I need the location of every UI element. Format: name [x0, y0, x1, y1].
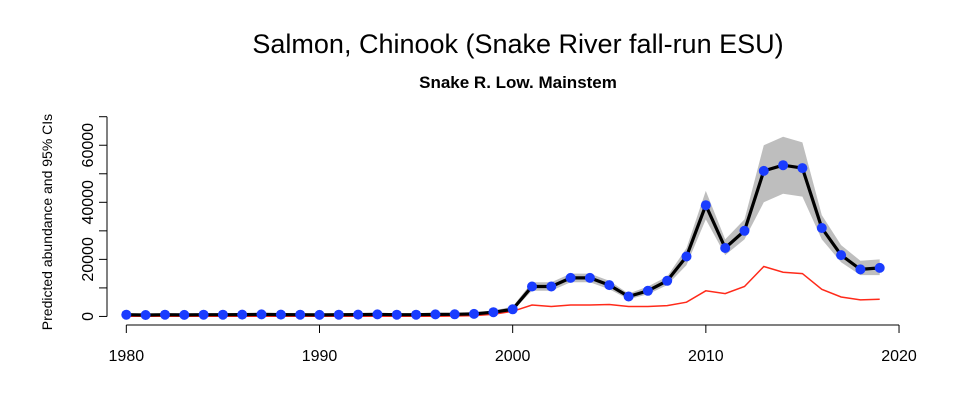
data-point [256, 309, 267, 320]
x-tick-label: 2020 [881, 348, 917, 365]
data-point [739, 225, 750, 236]
data-point [507, 304, 518, 315]
data-point [488, 307, 499, 318]
plot-area [121, 136, 885, 320]
estimate-line-series [126, 163, 880, 317]
data-point [565, 272, 576, 283]
data-point [333, 309, 344, 320]
data-point [642, 285, 653, 296]
data-point [179, 309, 190, 320]
data-point [237, 309, 248, 320]
data-point [604, 280, 615, 291]
data-point [449, 309, 460, 320]
data-point [546, 281, 557, 292]
data-point [797, 163, 808, 174]
data-point [217, 309, 228, 320]
chart-subtitle: Snake R. Low. Mainstem [419, 73, 617, 92]
data-point [720, 243, 731, 253]
y-tick-label: 0 [80, 312, 97, 321]
data-point [160, 309, 170, 320]
x-tick-label: 1990 [302, 348, 338, 365]
y-tick-label: 60000 [80, 123, 97, 168]
y-tick-label: 40000 [80, 180, 97, 225]
data-point [816, 223, 827, 233]
axes: 1980 1990 2000 2010 2020 0 20000 40000 60000 [80, 116, 917, 365]
data-point [681, 251, 692, 262]
data-point [700, 200, 711, 211]
data-point [527, 281, 537, 292]
data-point [430, 309, 441, 320]
data-point [874, 262, 885, 273]
x-tick-label: 1980 [109, 348, 145, 365]
data-point [140, 310, 151, 320]
data-point [275, 309, 286, 320]
data-point [469, 308, 479, 319]
data-point [662, 275, 673, 286]
data-point [372, 309, 383, 320]
x-tick-label: 2010 [688, 348, 724, 365]
lower-line-series [126, 265, 880, 317]
data-point [411, 309, 422, 320]
chart-title: Salmon, Chinook (Snake River fall-run ES… [252, 29, 783, 59]
data-point [121, 309, 132, 320]
data-point [758, 165, 769, 176]
data-point [295, 309, 306, 320]
data-point [314, 309, 325, 320]
data-point [391, 309, 402, 320]
x-tick-label: 2000 [495, 348, 531, 365]
y-tick-label: 20000 [80, 237, 97, 282]
ci-band [126, 136, 880, 316]
y-axis-label: Predicted abundance and 95% CIs [39, 114, 55, 330]
data-point [855, 264, 866, 275]
data-point [623, 291, 634, 302]
data-point [198, 309, 209, 320]
data-point [353, 309, 364, 320]
data-point [778, 160, 789, 171]
data-point [836, 250, 847, 261]
data-point [584, 272, 595, 283]
